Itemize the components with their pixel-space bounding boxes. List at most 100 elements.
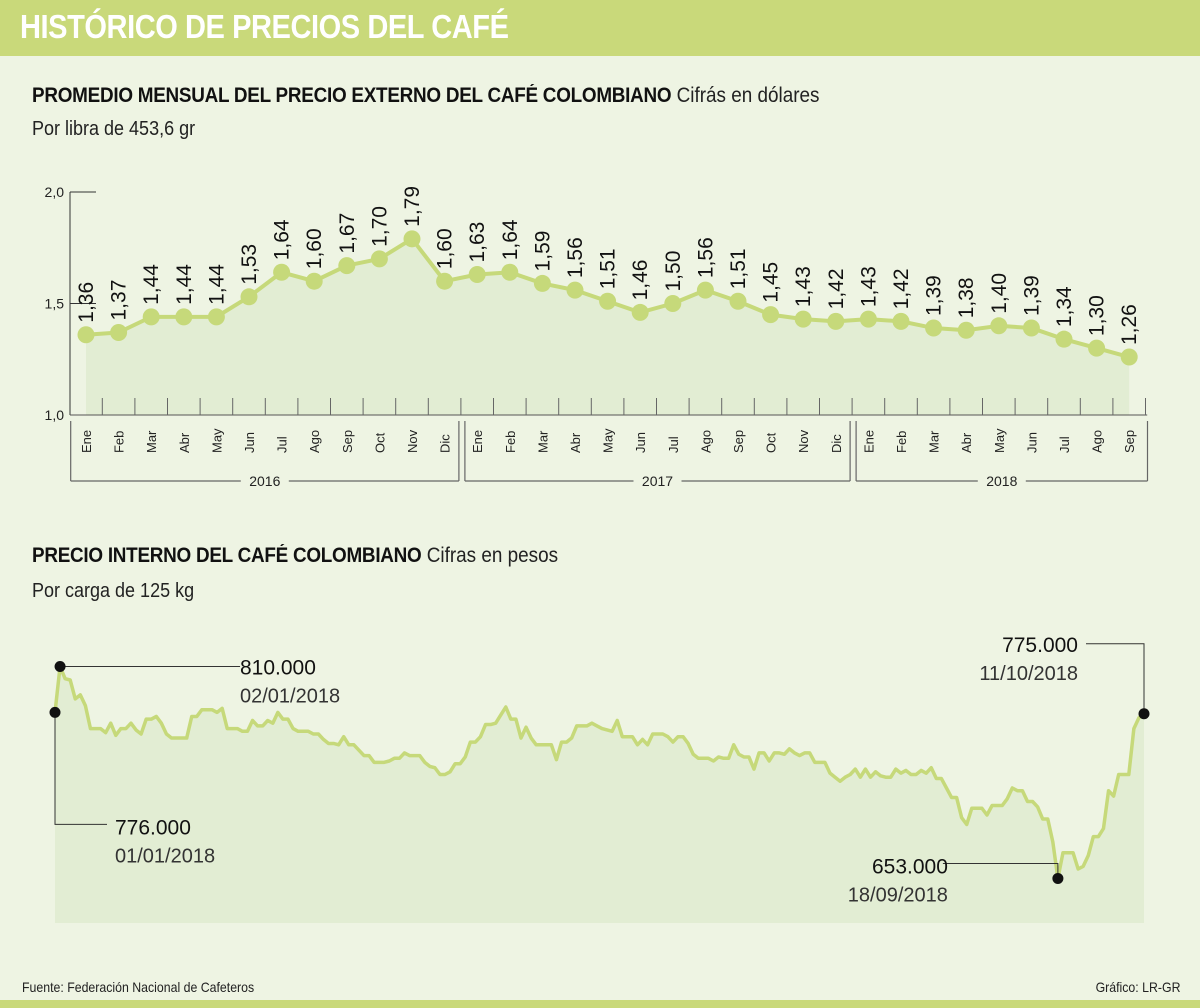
data-label: 1,67	[336, 213, 359, 254]
chart1-title-line: PROMEDIO MENSUAL DEL PRECIO EXTERNO DEL …	[32, 84, 819, 108]
header-band: HISTÓRICO DE PRECIOS DEL CAFÉ	[0, 0, 1200, 56]
data-point	[1055, 330, 1073, 348]
data-point	[110, 323, 128, 341]
annotation-leader	[54, 712, 107, 825]
internal-price-chart: 810.000 02/01/2018 776.000 01/01/2018 653.00…	[49, 634, 1150, 923]
data-label: 1,64	[499, 219, 522, 260]
data-point	[1120, 348, 1138, 366]
data-point	[436, 272, 454, 290]
data-point	[207, 308, 225, 326]
month-label: Sep	[731, 430, 746, 453]
data-point	[142, 308, 160, 326]
data-point	[762, 306, 780, 324]
data-label: 1,56	[564, 237, 587, 278]
annotation-value: 775.000	[1002, 634, 1078, 657]
month-label: Dic	[829, 434, 844, 453]
data-point	[533, 274, 551, 292]
data-label: 1,42	[825, 268, 848, 309]
chart1-subtitle: Por libra de 453,6 gr	[32, 118, 196, 140]
annotation-marker	[1138, 708, 1150, 720]
month-label: Ene	[79, 430, 94, 453]
data-label: 1,26	[1118, 304, 1141, 345]
month-label: Ene	[470, 430, 485, 453]
data-point	[827, 312, 845, 330]
data-label: 1,79	[401, 186, 424, 227]
data-label: 1,46	[629, 260, 652, 301]
credit-note: Gráfico: LR-GR	[1095, 979, 1180, 995]
month-label: Nov	[405, 429, 420, 453]
area-fill	[86, 238, 1130, 415]
month-label: May	[209, 428, 224, 453]
data-point	[957, 321, 975, 339]
data-label: 1,43	[792, 266, 815, 307]
chart1-unit: Cifrás en dólares	[676, 84, 820, 107]
data-point	[631, 303, 649, 321]
data-label: 1,50	[662, 251, 685, 292]
month-label: Feb	[894, 431, 909, 453]
annotation-value: 810.000	[240, 657, 316, 680]
bottom-band	[0, 1000, 1200, 1008]
month-label: Oct	[764, 432, 779, 453]
data-label: 1,44	[173, 264, 196, 305]
data-label: 1,60	[434, 228, 457, 269]
data-point	[925, 319, 943, 337]
data-point	[599, 292, 617, 310]
annotation-date: 11/10/2018	[979, 663, 1078, 685]
data-label: 1,45	[760, 262, 783, 303]
data-label: 1,39	[923, 275, 946, 316]
chart2-subtitle: Por carga de 125 kg	[32, 580, 195, 602]
annotation-date: 01/01/2018	[115, 845, 215, 867]
data-point	[729, 292, 747, 310]
chart2-title-line: PRECIO INTERNO DEL CAFÉ COLOMBIANO Cifra…	[32, 544, 558, 568]
month-label: Ago	[307, 430, 322, 453]
data-point	[892, 312, 910, 330]
data-label: 1,43	[857, 266, 880, 307]
data-point	[273, 263, 291, 281]
month-label: Abr	[568, 432, 583, 453]
month-label: Feb	[112, 431, 127, 453]
month-label: Nov	[796, 429, 811, 453]
annotation-marker	[49, 706, 61, 718]
data-label: 1,30	[1086, 295, 1109, 336]
month-label: Ene	[861, 430, 876, 453]
y-tick-label: 2,0	[45, 184, 65, 200]
year-label: 2017	[642, 473, 673, 489]
month-label: Sep	[1122, 430, 1137, 453]
data-label: 1,36	[75, 282, 98, 323]
data-point	[859, 310, 877, 328]
data-point	[794, 310, 812, 328]
annotation-date: 02/01/2018	[240, 686, 340, 708]
chart2-title: PRECIO INTERNO DEL CAFÉ COLOMBIANO	[32, 544, 422, 567]
data-label: 1,56	[694, 237, 717, 278]
data-label: 1,59	[531, 231, 554, 272]
data-label: 1,39	[1020, 275, 1043, 316]
annotation-marker	[54, 661, 66, 672]
data-point	[175, 308, 193, 326]
month-label: Ago	[698, 430, 713, 453]
month-label: Jul	[1057, 436, 1072, 453]
data-point	[501, 263, 519, 281]
annotation-date: 18/09/2018	[848, 884, 948, 906]
data-label: 1,63	[466, 222, 489, 263]
data-point	[664, 295, 682, 312]
data-point	[1088, 339, 1106, 357]
data-label: 1,70	[368, 206, 391, 247]
data-point	[468, 266, 486, 284]
chart2-unit: Cifras en pesos	[426, 544, 559, 567]
data-label: 1,51	[597, 248, 620, 289]
data-label: 1,37	[108, 280, 131, 321]
month-label: Abr	[177, 432, 192, 453]
annotation-marker	[1052, 872, 1064, 884]
data-point	[338, 257, 356, 275]
month-label: Jun	[242, 432, 257, 453]
month-label: Mar	[144, 430, 159, 453]
data-label: 1,44	[140, 264, 163, 305]
data-point	[990, 317, 1008, 335]
data-point	[566, 281, 584, 299]
month-label: Ago	[1090, 430, 1105, 453]
price-line	[53, 664, 1146, 881]
month-label: Dic	[438, 434, 453, 453]
data-point	[370, 250, 388, 268]
y-tick-label: 1,5	[45, 296, 65, 312]
data-point	[240, 288, 258, 306]
